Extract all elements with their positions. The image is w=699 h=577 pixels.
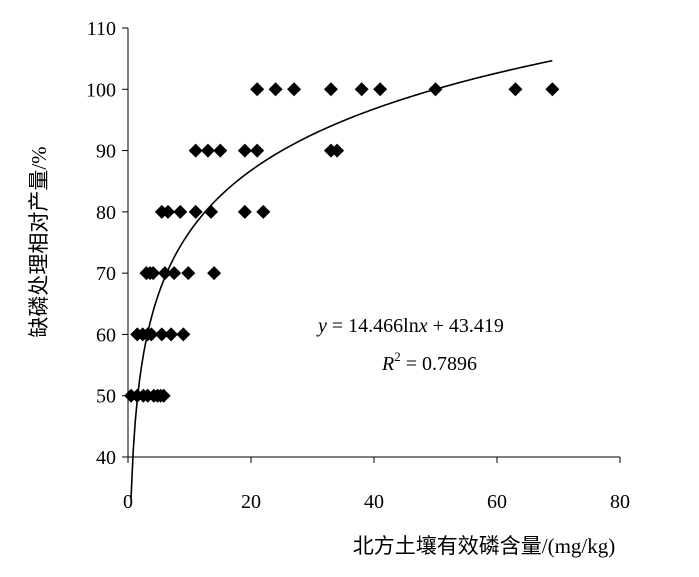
data-point (207, 266, 222, 281)
x-axis-title: 北方土壤有效磷含量/(mg/kg) (353, 534, 616, 558)
data-point (354, 82, 369, 97)
x-tick-label: 60 (487, 491, 507, 513)
data-point (188, 143, 203, 158)
fit-curve-layer (130, 59, 553, 498)
data-point (167, 266, 182, 281)
y-tick-label: 60 (96, 324, 116, 346)
data-point (373, 82, 388, 97)
data-point (157, 266, 172, 281)
y-axis-title: 缺磷处理相对产量/% (27, 146, 51, 337)
data-point (156, 388, 171, 403)
data-point (200, 143, 215, 158)
r-squared-label: R2 = 0.7896 (381, 349, 477, 375)
x-tick-label: 0 (123, 491, 133, 513)
data-point (181, 266, 196, 281)
data-point (164, 327, 179, 342)
y-tick-label: 100 (86, 79, 116, 101)
data-point (173, 204, 188, 219)
data-point (323, 82, 338, 97)
y-tick-label: 90 (96, 141, 116, 163)
data-point (256, 204, 271, 219)
y-tick-label: 50 (96, 386, 116, 408)
data-point (146, 266, 161, 281)
data-point (545, 82, 560, 97)
y-tick-label: 80 (96, 202, 116, 224)
data-point (250, 82, 265, 97)
data-point (188, 204, 203, 219)
x-tick-label: 80 (610, 491, 630, 513)
data-point (176, 327, 191, 342)
fit-curve (130, 59, 553, 498)
y-tick-label: 70 (96, 263, 116, 285)
data-point (154, 327, 169, 342)
data-point (213, 143, 228, 158)
data-point (250, 143, 265, 158)
data-point (237, 204, 252, 219)
data-point (287, 82, 302, 97)
scatter-points (124, 82, 560, 403)
data-point (237, 143, 252, 158)
data-point (330, 143, 345, 158)
y-tick-label: 110 (87, 18, 116, 40)
y-tick-label: 40 (96, 447, 116, 469)
data-point (144, 327, 159, 342)
data-point (160, 204, 175, 219)
data-point (204, 204, 219, 219)
data-point (268, 82, 283, 97)
data-point (428, 82, 443, 97)
axes (122, 27, 621, 463)
tick-labels: 40 50 60 70 80 90 100 110 0 20 40 60 80 (86, 18, 630, 513)
x-tick-label: 40 (364, 491, 384, 513)
data-point (508, 82, 523, 97)
x-tick-label: 20 (241, 491, 261, 513)
fit-equation: y = 14.466lnx + 43.419 (316, 315, 504, 337)
